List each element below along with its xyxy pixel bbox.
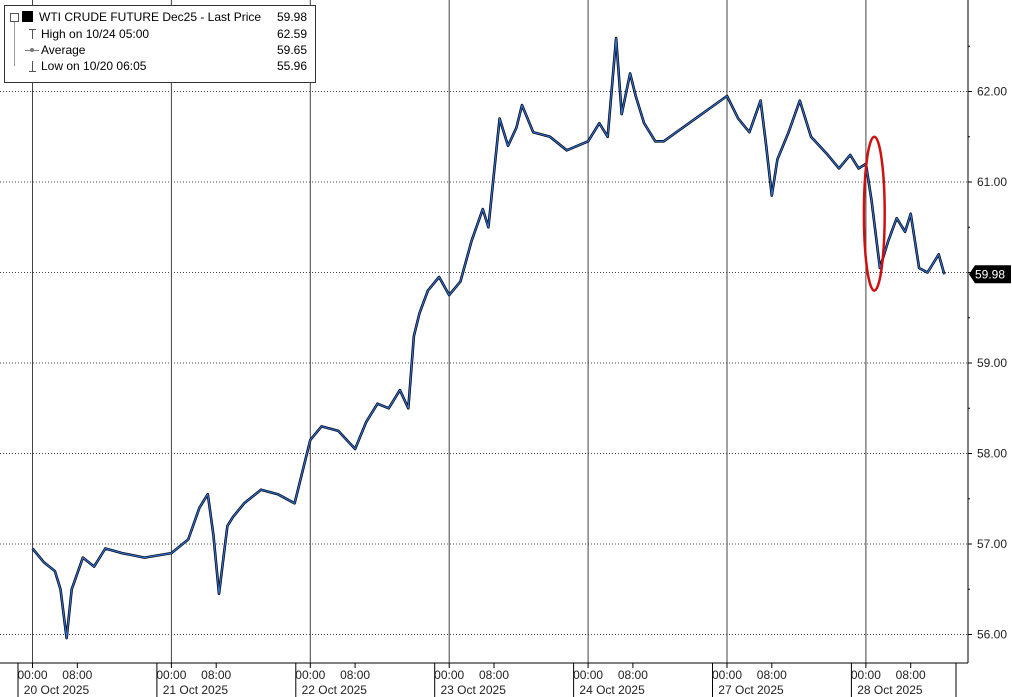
series-layer [31, 36, 946, 640]
x-time-label: 00:00 [573, 668, 603, 682]
y-tick-label: 59.00 [977, 356, 1007, 370]
y-tick-label: 58.00 [977, 447, 1007, 461]
x-date-label: 28 Oct 2025 [857, 683, 923, 697]
collapse-box-icon[interactable] [10, 13, 19, 22]
legend-low-row: Low on 10/20 06:05 55.96 [5, 58, 315, 74]
last-price-marker: 59.98 [969, 265, 1011, 284]
tree-connector-icon [14, 22, 15, 42]
x-time-label: 08:00 [62, 668, 92, 682]
last-price-label: 59.98 [975, 267, 1005, 281]
x-time-label: 08:00 [618, 668, 648, 682]
x-time-label: 00:00 [295, 668, 325, 682]
x-time-label: 00:00 [851, 668, 881, 682]
y-tick-label: 61.00 [977, 175, 1007, 189]
x-date-label: 20 Oct 2025 [24, 683, 90, 697]
y-tick-label: 56.00 [977, 628, 1007, 642]
x-date-label: 21 Oct 2025 [163, 683, 229, 697]
x-time-label: 08:00 [340, 668, 370, 682]
x-date-label: 27 Oct 2025 [718, 683, 784, 697]
price-line-black [31, 36, 946, 640]
price-line-blue [32, 37, 945, 639]
legend-high-label: High on 10/24 05:00 [41, 27, 150, 41]
legend-high-row: High on 10/24 05:00 62.59 [5, 22, 315, 42]
x-time-label: 08:00 [479, 668, 509, 682]
x-time-label: 08:00 [896, 668, 926, 682]
y-tick-label: 62.00 [977, 85, 1007, 99]
tree-connector-icon [14, 42, 15, 58]
legend-title: WTI CRUDE FUTURE Dec25 - Last Price [39, 10, 262, 24]
legend-low-label: Low on 10/20 06:05 [41, 59, 147, 73]
legend-average-row: Average 59.65 [5, 42, 315, 58]
y-tick-label: 57.00 [977, 537, 1007, 551]
x-time-label: 08:00 [201, 668, 231, 682]
x-date-label: 22 Oct 2025 [302, 683, 368, 697]
legend-average-label: Average [41, 43, 86, 57]
annotation-layer [862, 135, 886, 292]
legend-high-value: 62.59 [276, 27, 307, 41]
last-price-tag [969, 265, 1011, 284]
x-time-label: 00:00 [156, 668, 186, 682]
chart-legend: WTI CRUDE FUTURE Dec25 - Last Price 59.9… [4, 5, 316, 83]
high-marker-icon [29, 29, 36, 40]
average-marker-icon [25, 48, 39, 52]
tree-connector-icon [14, 58, 15, 66]
legend-average-value: 59.65 [276, 43, 307, 57]
series-swatch-icon [22, 11, 33, 22]
low-marker-icon [29, 61, 36, 72]
legend-last-price: 59.98 [276, 10, 307, 24]
x-date-label: 24 Oct 2025 [579, 683, 645, 697]
legend-low-value: 55.96 [276, 59, 307, 73]
grid-layer [0, 0, 972, 697]
annotation-ellipse [862, 135, 886, 292]
x-time-label: 00:00 [434, 668, 464, 682]
x-time-label: 00:00 [712, 668, 742, 682]
axis-layer [0, 0, 969, 664]
x-date-label: 23 Oct 2025 [441, 683, 507, 697]
legend-title-row: WTI CRUDE FUTURE Dec25 - Last Price 59.9… [5, 9, 315, 25]
x-time-label: 00:00 [17, 668, 47, 682]
x-time-label: 08:00 [757, 668, 787, 682]
